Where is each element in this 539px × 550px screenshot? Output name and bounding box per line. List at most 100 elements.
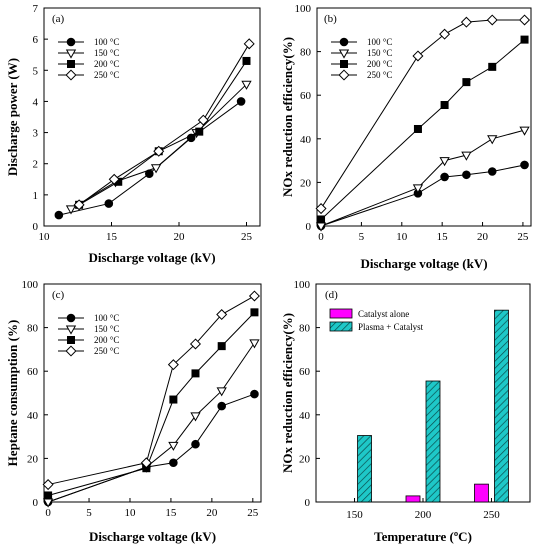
- data-point: [439, 28, 451, 40]
- y-tick-label: 3: [33, 128, 39, 140]
- data-point: [250, 389, 259, 399]
- y-tick-label: 0: [33, 497, 39, 509]
- y-tick-label: 100: [294, 279, 311, 291]
- x-tick-label: 15: [437, 231, 449, 243]
- data-point: [487, 167, 497, 176]
- legend-marker: [67, 336, 75, 344]
- data-point: [461, 151, 472, 161]
- y-tick-label: 40: [300, 134, 312, 146]
- series-3: [44, 308, 259, 500]
- series-2: [65, 80, 252, 215]
- legend: Catalyst alone Plasma + Catalyst: [329, 308, 424, 332]
- data-point: [439, 157, 450, 167]
- series-1: [316, 160, 529, 231]
- y-axis-title: Heptane consumption (%): [5, 320, 20, 467]
- x-tick-label: 20: [477, 231, 489, 243]
- x-tick-label: 150: [346, 509, 363, 521]
- legend-marker: [66, 313, 76, 323]
- series-1: [405, 483, 489, 503]
- legend-marker: [66, 37, 76, 47]
- x-tick-label: 5: [359, 231, 365, 243]
- y-tick-label: 100: [295, 3, 312, 15]
- series-1: [43, 389, 259, 507]
- data-point: [249, 339, 260, 349]
- data-point: [236, 97, 246, 106]
- data-point: [243, 38, 255, 50]
- y-axis-title: NOx reduction efficiency(%): [280, 313, 295, 473]
- x-axis-title: Discharge voltage (kV): [89, 529, 216, 544]
- data-point: [460, 16, 472, 28]
- y-axis-title: Discharge power (W): [5, 58, 20, 176]
- series-line: [320, 164, 525, 227]
- y-tick-label: 60: [299, 366, 311, 378]
- legend-label: 200 °C: [94, 335, 119, 345]
- series-line: [320, 129, 525, 227]
- x-tick-label: 25: [247, 507, 259, 519]
- y-tick-label: 0: [306, 221, 312, 233]
- legend-marker: [340, 60, 348, 68]
- legend-marker: [338, 69, 350, 81]
- legend-label: Catalyst alone: [358, 309, 409, 319]
- y-tick-label: 4: [33, 96, 39, 108]
- x-tick-label: 10: [124, 507, 136, 519]
- legend-label: 250 °C: [94, 346, 119, 356]
- x-tick-label: 20: [206, 507, 218, 519]
- y-tick-label: 60: [27, 366, 39, 378]
- data-point: [217, 401, 226, 411]
- y-tick-label: 100: [22, 279, 39, 291]
- legend-label: 200 °C: [94, 59, 119, 69]
- y-tick-label: 20: [300, 177, 312, 189]
- y-tick-label: 80: [27, 323, 39, 335]
- series-line: [47, 311, 255, 496]
- plot-frame: [43, 283, 262, 503]
- legend-label: 100 °C: [94, 37, 119, 47]
- bar: [425, 380, 441, 503]
- legend-marker: [65, 69, 77, 81]
- x-tick-label: 200: [415, 509, 432, 521]
- data-point: [168, 441, 179, 451]
- data-point: [520, 160, 529, 170]
- legend-label: Plasma + Catalyst: [358, 322, 424, 332]
- x-tick-label: 5: [86, 507, 92, 519]
- legend-swatch: [329, 308, 353, 319]
- data-point: [486, 14, 498, 26]
- data-point: [153, 145, 165, 157]
- x-tick-label: 0: [318, 231, 324, 243]
- data-point: [44, 491, 53, 500]
- y-tick-label: 2: [33, 159, 39, 171]
- series-line: [47, 295, 255, 486]
- data-point: [488, 62, 497, 71]
- plot-frame: [316, 7, 532, 227]
- series-line: [78, 60, 247, 206]
- x-axis-title: Discharge voltage (kV): [88, 250, 215, 265]
- data-point: [191, 369, 200, 378]
- series-2: [42, 339, 260, 508]
- series-3: [75, 56, 251, 209]
- panel-label: (c): [52, 289, 65, 301]
- series-4: [315, 14, 531, 215]
- y-tick-label: 7: [33, 3, 39, 15]
- data-point: [242, 56, 251, 65]
- y-axis-title: NOx reduction efficiency(%): [280, 37, 295, 197]
- legend-label: 100 °C: [367, 37, 392, 47]
- y-tick-label: 20: [299, 453, 311, 465]
- data-point: [519, 14, 531, 26]
- series-2: [315, 126, 530, 232]
- x-tick-label: 15: [165, 507, 177, 519]
- chart-panel-1: 0 1 2 3 4 5 6 7 Discharge power (W) Discharge vol…: [5, 3, 261, 265]
- x-axis-title: Temperature (ºC): [374, 529, 472, 544]
- y-tick-label: 1: [33, 190, 39, 202]
- data-point: [440, 172, 449, 182]
- data-point: [140, 457, 152, 469]
- series-line: [320, 19, 525, 209]
- data-point: [169, 458, 178, 468]
- legend-marker: [67, 60, 75, 68]
- legend-marker: [65, 49, 77, 59]
- y-tick-label: 6: [33, 34, 39, 46]
- legend-marker: [338, 49, 350, 59]
